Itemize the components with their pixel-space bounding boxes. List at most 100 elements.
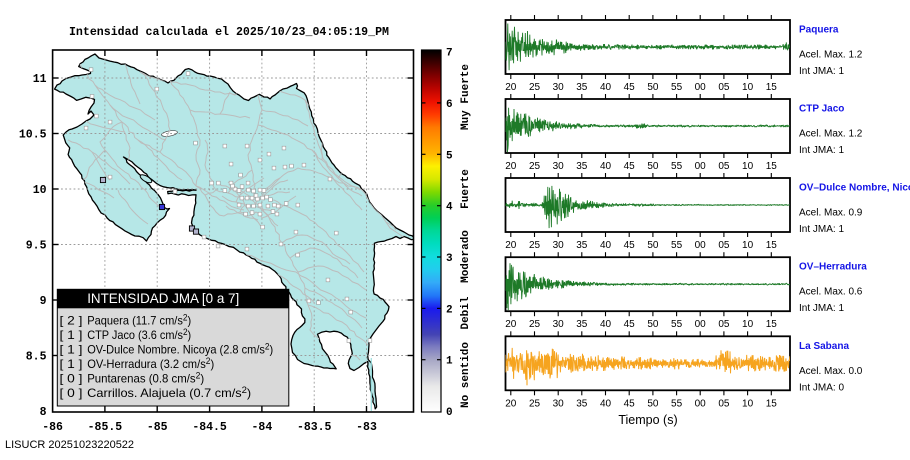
svg-text:CTP Jaco: CTP Jaco — [799, 104, 844, 115]
svg-text:50: 50 — [647, 82, 659, 93]
svg-text:Int JMA: 1: Int JMA: 1 — [799, 303, 844, 314]
svg-text:3: 3 — [446, 253, 453, 265]
svg-text:30: 30 — [553, 82, 565, 93]
svg-text:Int JMA: 1: Int JMA: 1 — [799, 145, 844, 156]
svg-text:LISUCR 20251023220522: LISUCR 20251023220522 — [5, 439, 134, 451]
svg-text:[ 2 ]: [ 2 ] — [60, 314, 83, 328]
svg-text:-84.5: -84.5 — [192, 421, 227, 434]
svg-text:35: 35 — [576, 240, 588, 251]
svg-text:30: 30 — [553, 240, 565, 251]
svg-text:55: 55 — [671, 82, 683, 93]
svg-text:25: 25 — [529, 319, 541, 330]
svg-text:No sentido: No sentido — [460, 342, 472, 408]
svg-text:Acel. Max. 0.9: Acel. Max. 0.9 — [799, 208, 863, 219]
svg-text:30: 30 — [553, 398, 565, 409]
svg-text:55: 55 — [671, 319, 683, 330]
svg-text:40: 40 — [600, 398, 612, 409]
svg-text:Acel. Max. 1.2: Acel. Max. 1.2 — [799, 50, 863, 61]
svg-text:40: 40 — [600, 161, 612, 172]
svg-text:30: 30 — [553, 161, 565, 172]
svg-text:05: 05 — [718, 161, 730, 172]
svg-text:25: 25 — [529, 240, 541, 251]
svg-text:10.5: 10.5 — [19, 129, 47, 142]
svg-text:40: 40 — [600, 319, 612, 330]
svg-text:Muy Fuerte: Muy Fuerte — [460, 64, 472, 130]
svg-text:Debil: Debil — [460, 296, 472, 329]
svg-text:[ 1 ]: [ 1 ] — [60, 328, 83, 342]
svg-text:15: 15 — [766, 82, 778, 93]
svg-text:00: 00 — [695, 82, 707, 93]
svg-text:Intensidad calculada el 2025/1: Intensidad calculada el 2025/10/23_04:05… — [69, 26, 389, 39]
svg-text:45: 45 — [624, 161, 636, 172]
svg-text:25: 25 — [529, 398, 541, 409]
svg-text:40: 40 — [600, 240, 612, 251]
svg-text:Carrillos. Alajuela (0.7 cm/s2: Carrillos. Alajuela (0.7 cm/s 2) — [87, 385, 251, 400]
svg-text:Puntarenas (0.8 cm/s2): Puntarenas (0.8 cm/s2) — [87, 371, 204, 386]
svg-text:50: 50 — [647, 240, 659, 251]
svg-text:55: 55 — [671, 161, 683, 172]
svg-text:6: 6 — [446, 99, 453, 111]
svg-text:50: 50 — [647, 319, 659, 330]
svg-text:9.5: 9.5 — [26, 240, 47, 253]
svg-text:Paquera: Paquera — [799, 25, 839, 36]
svg-text:35: 35 — [576, 398, 588, 409]
svg-text:8.5: 8.5 — [26, 351, 47, 364]
svg-text:Paquera (11.7 cm/s2): Paquera (11.7 cm/s2) — [87, 313, 191, 328]
svg-text:15: 15 — [766, 161, 778, 172]
svg-text:10: 10 — [742, 82, 754, 93]
svg-text:05: 05 — [718, 319, 730, 330]
svg-text:35: 35 — [576, 161, 588, 172]
svg-text:20: 20 — [505, 319, 517, 330]
svg-text:7: 7 — [446, 48, 453, 60]
svg-text:05: 05 — [718, 398, 730, 409]
svg-text:[ 0 ]: [ 0 ] — [60, 386, 83, 400]
svg-text:OV–Dulce Nombre, Nico: OV–Dulce Nombre, Nico — [799, 183, 910, 194]
svg-text:2: 2 — [446, 304, 453, 316]
svg-text:55: 55 — [671, 240, 683, 251]
svg-text:1: 1 — [446, 356, 453, 368]
svg-text:25: 25 — [529, 82, 541, 93]
svg-text:-85.5: -85.5 — [88, 421, 123, 434]
svg-text:10: 10 — [742, 319, 754, 330]
svg-text:45: 45 — [624, 319, 636, 330]
svg-text:50: 50 — [647, 398, 659, 409]
svg-text:10: 10 — [742, 398, 754, 409]
svg-text:CTP Jaco (3.6 cm/s2): CTP Jaco (3.6 cm/s2) — [87, 327, 191, 342]
svg-text:Moderado: Moderado — [460, 230, 472, 283]
svg-text:4: 4 — [446, 202, 453, 214]
svg-text:05: 05 — [718, 240, 730, 251]
svg-text:20: 20 — [505, 240, 517, 251]
svg-text:OV-Dulce Nombre. Nicoya (2.8 c: OV-Dulce Nombre. Nicoya (2.8 cm/s2) — [87, 342, 273, 357]
svg-text:-85: -85 — [147, 421, 168, 434]
svg-text:55: 55 — [671, 398, 683, 409]
svg-text:Tiempo (s): Tiempo (s) — [618, 413, 677, 427]
svg-text:[ 1 ]: [ 1 ] — [60, 357, 83, 371]
svg-text:20: 20 — [505, 398, 517, 409]
svg-text:OV–Herradura: OV–Herradura — [799, 262, 867, 273]
svg-text:[ 0 ]: [ 0 ] — [60, 372, 83, 386]
svg-text:25: 25 — [529, 161, 541, 172]
svg-text:-83.5: -83.5 — [297, 421, 332, 434]
svg-text:8: 8 — [40, 406, 47, 419]
svg-text:20: 20 — [505, 82, 517, 93]
svg-text:11: 11 — [33, 73, 47, 86]
svg-text:Acel. Max. 0.0: Acel. Max. 0.0 — [799, 366, 863, 377]
svg-text:35: 35 — [576, 319, 588, 330]
svg-text:35: 35 — [576, 82, 588, 93]
svg-text:Acel. Max. 1.2: Acel. Max. 1.2 — [799, 129, 863, 140]
svg-text:Int JMA: 1: Int JMA: 1 — [799, 224, 844, 235]
svg-text:00: 00 — [695, 240, 707, 251]
svg-text:45: 45 — [624, 82, 636, 93]
svg-text:La Sabana: La Sabana — [799, 341, 849, 352]
svg-text:40: 40 — [600, 82, 612, 93]
svg-text:5: 5 — [446, 150, 453, 162]
svg-text:Fuerte: Fuerte — [460, 169, 472, 209]
svg-text:00: 00 — [695, 161, 707, 172]
svg-text:9: 9 — [40, 295, 47, 308]
svg-text:45: 45 — [624, 398, 636, 409]
svg-text:50: 50 — [647, 161, 659, 172]
svg-text:[ 1 ]: [ 1 ] — [60, 343, 83, 357]
svg-text:05: 05 — [718, 82, 730, 93]
svg-text:INTENSIDAD JMA [0 a 7]: INTENSIDAD JMA [0 a 7] — [87, 290, 239, 306]
svg-text:20: 20 — [505, 161, 517, 172]
